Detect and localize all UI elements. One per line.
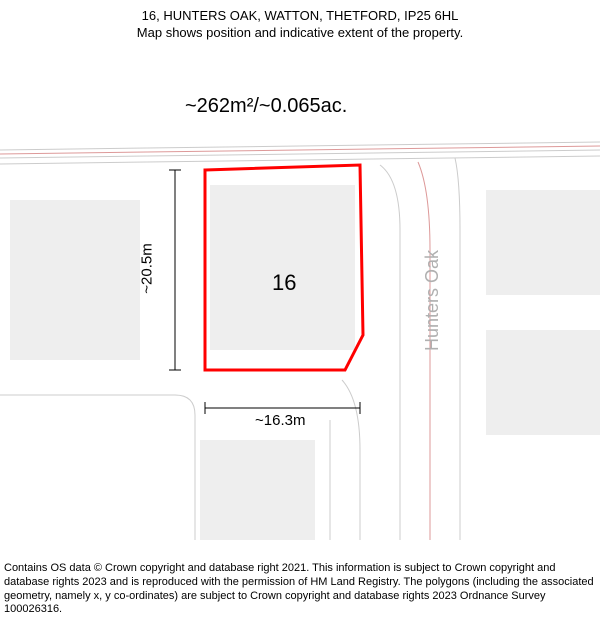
copyright-footer: Contains OS data © Crown copyright and d… [4,562,596,617]
width-dimension-label: ~16.3m [255,412,305,429]
map-canvas: ~262m²/~0.065ac. ~20.5m ~16.3m 16 Hunter… [0,50,600,540]
map-svg [0,50,600,540]
house-number-label: 16 [272,270,296,296]
address-title: 16, HUNTERS OAK, WATTON, THETFORD, IP25 … [0,8,600,23]
street-name-label: Hunters Oak [422,250,443,351]
subtitle: Map shows position and indicative extent… [0,25,600,40]
height-dimension-label: ~20.5m [139,243,156,293]
header: 16, HUNTERS OAK, WATTON, THETFORD, IP25 … [0,0,600,40]
area-label: ~262m²/~0.065ac. [185,95,347,118]
